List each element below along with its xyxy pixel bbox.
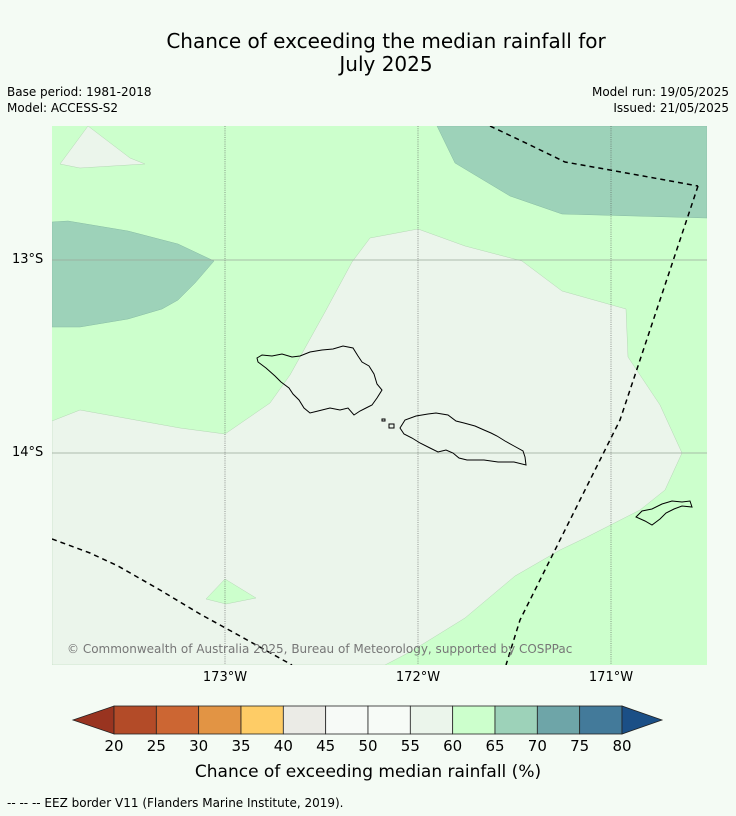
colorbar-cell <box>155 705 200 735</box>
lon-label-171w: 171°W <box>588 670 634 685</box>
zone-55-60-small <box>59 126 146 169</box>
meta-left: Base period: 1981-2018 Model: ACCESS-S2 <box>7 84 152 116</box>
colorbar-cell <box>452 705 496 735</box>
colorbar-title: Chance of exceeding median rainfall (%) <box>194 762 542 782</box>
map-area <box>52 126 707 665</box>
zone-60-65-patch <box>205 578 257 605</box>
lon-label-173w: 173°W <box>202 670 248 685</box>
savaii-island <box>256 345 383 416</box>
zone-70-75-right <box>436 126 707 219</box>
colorbar-tick-label: 65 <box>485 737 505 755</box>
apolima-islet <box>388 423 395 429</box>
model-run: Model run: 19/05/2025 <box>591 85 729 99</box>
zone-55-60 <box>52 228 683 665</box>
colorbar-tick-label: 55 <box>400 737 420 755</box>
colorbar-tick-label: 20 <box>104 737 124 755</box>
colorbar <box>71 705 664 735</box>
lat-label-14s: 14°S <box>12 445 44 460</box>
issued-date: Issued: 21/05/2025 <box>613 101 729 115</box>
title-line-2: July 2025 <box>339 52 433 76</box>
colorbar-cell <box>198 705 242 735</box>
colorbar-tick-label: 40 <box>273 737 293 755</box>
colorbar-cell <box>536 705 581 735</box>
lon-label-172w: 172°W <box>395 670 441 685</box>
colorbar-cell <box>367 705 411 735</box>
chart-title: Chance of exceeding the median rainfall … <box>0 30 736 76</box>
colorbar-cell <box>325 705 369 735</box>
upolu-island <box>399 412 527 466</box>
lat-label-13s: 13°S <box>12 252 44 267</box>
colorbar-tick-label: 75 <box>570 737 590 755</box>
manono-islet <box>381 418 386 422</box>
colorbar-cell <box>579 705 623 735</box>
colorbar-arrow-low <box>71 705 115 735</box>
colorbar-cell <box>494 705 538 735</box>
tutuila-island <box>635 500 693 526</box>
eez-border <box>52 126 699 665</box>
zone-70-75-left <box>52 220 215 328</box>
meta-right: Model run: 19/05/2025 Issued: 21/05/2025 <box>592 84 729 116</box>
colorbar-cell <box>113 705 157 735</box>
colorbar-tick-label: 80 <box>612 737 632 755</box>
colorbar-tick-label: 35 <box>231 737 251 755</box>
colorbar-tick-label: 60 <box>443 737 463 755</box>
colorbar-arrow-high <box>621 705 664 735</box>
colorbar-cell <box>240 705 284 735</box>
graticule <box>224 126 612 665</box>
title-line-1: Chance of exceeding the median rainfall … <box>166 29 606 53</box>
colorbar-cell <box>409 705 454 735</box>
colorbar-tick-label: 45 <box>316 737 336 755</box>
model-name: Model: ACCESS-S2 <box>7 101 119 115</box>
lat-lines <box>52 259 707 454</box>
eez-footnote: -- -- -- EEZ border V11 (Flanders Marine… <box>7 796 344 810</box>
base-period: Base period: 1981-2018 <box>7 85 152 99</box>
colorbar-tick-label: 25 <box>146 737 166 755</box>
copyright-notice: © Commonwealth of Australia 2025, Bureau… <box>67 642 573 656</box>
colorbar-tick-label: 70 <box>527 737 547 755</box>
colorbar-tick-label: 30 <box>189 737 209 755</box>
colorbar-cell <box>282 705 327 735</box>
colorbar-tick-label: 50 <box>358 737 378 755</box>
